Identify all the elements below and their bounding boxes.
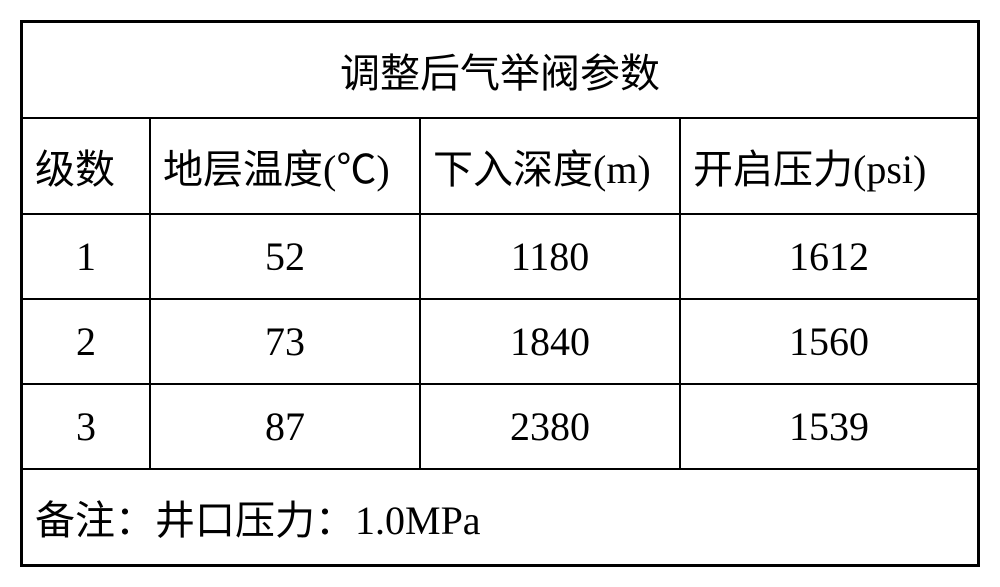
table-row: 2 73 1840 1560: [23, 300, 977, 385]
cell-pressure: 1560: [681, 300, 977, 383]
cell-level: 2: [23, 300, 151, 383]
table-row: 1 52 1180 1612: [23, 215, 977, 300]
header-col-level: 级数: [23, 119, 151, 213]
cell-pressure: 1612: [681, 215, 977, 298]
header-col-pressure: 开启压力(psi): [681, 119, 977, 213]
cell-level: 1: [23, 215, 151, 298]
cell-level: 3: [23, 385, 151, 468]
cell-temperature: 87: [151, 385, 421, 468]
cell-temperature: 73: [151, 300, 421, 383]
table-row: 3 87 2380 1539: [23, 385, 977, 470]
cell-temperature: 52: [151, 215, 421, 298]
header-col-depth: 下入深度(m): [421, 119, 681, 213]
cell-depth: 2380: [421, 385, 681, 468]
cell-pressure: 1539: [681, 385, 977, 468]
table-title: 调整后气举阀参数: [23, 23, 977, 119]
table-note: 备注：井口压力：1.0MPa: [23, 470, 977, 564]
parameters-table: 调整后气举阀参数 级数 地层温度(℃) 下入深度(m) 开启压力(psi) 1 …: [20, 20, 980, 567]
cell-depth: 1840: [421, 300, 681, 383]
table-header-row: 级数 地层温度(℃) 下入深度(m) 开启压力(psi): [23, 119, 977, 215]
header-col-temperature: 地层温度(℃): [151, 119, 421, 213]
cell-depth: 1180: [421, 215, 681, 298]
